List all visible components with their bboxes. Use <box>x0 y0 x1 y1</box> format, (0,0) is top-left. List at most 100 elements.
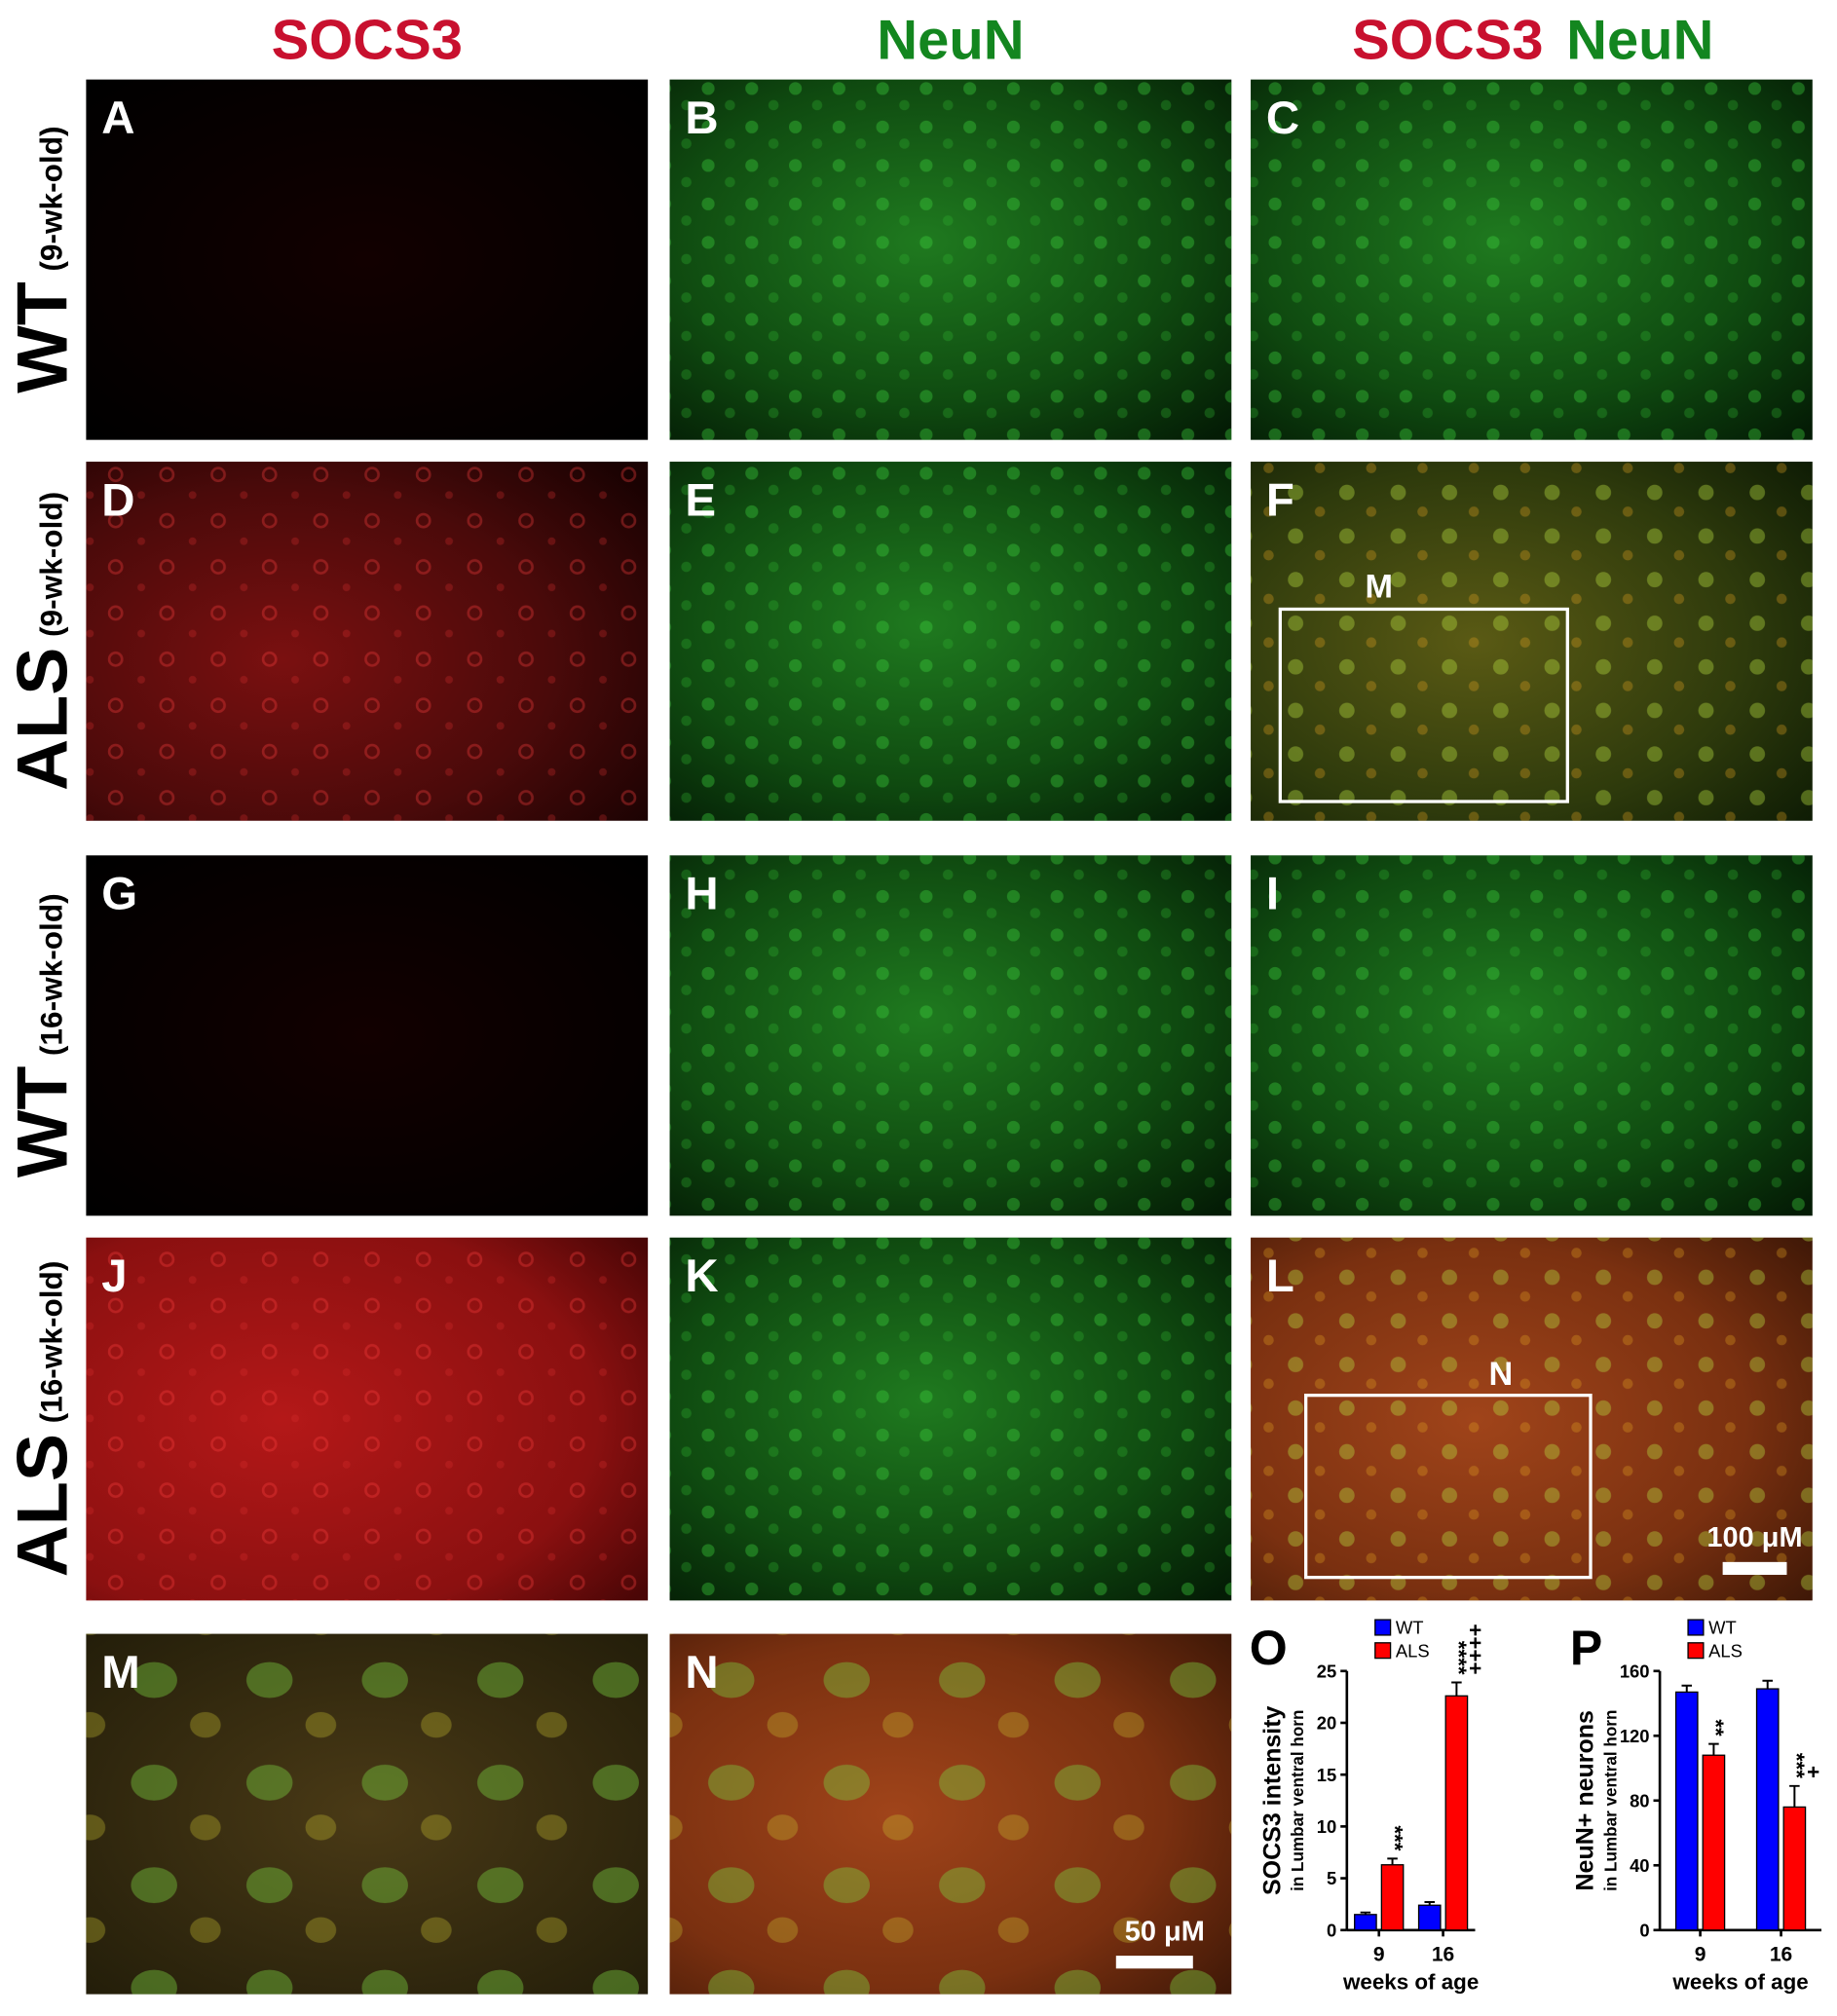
y-axis-title: NeuN+ neurons <box>1572 1710 1599 1890</box>
legend-swatch <box>1374 1642 1392 1660</box>
x-tick-label: 9 <box>1373 1943 1385 1965</box>
micrograph-cells <box>669 462 1232 821</box>
y-tick-label: 160 <box>1620 1661 1650 1681</box>
micrograph-cells <box>669 855 1232 1216</box>
panel-label: B <box>685 93 718 144</box>
panel-label: K <box>685 1251 718 1302</box>
panel-label: H <box>685 869 718 920</box>
micrograph-cells <box>1251 855 1813 1216</box>
micrograph-cells <box>669 1237 1232 1601</box>
x-axis-title: weeks of age <box>1671 1969 1808 1994</box>
y-axis-title: SOCS3 intensity <box>1258 1705 1286 1895</box>
row-sub: (16-wk-old) <box>33 893 68 1056</box>
inset-label: M <box>1365 569 1393 606</box>
y-axis-subtitle: in Lumbar ventral horn <box>1601 1710 1620 1891</box>
chart-panel-label: P <box>1570 1621 1602 1675</box>
inset-box <box>1304 1394 1593 1580</box>
y-tick-label: 5 <box>1327 1868 1336 1888</box>
bar <box>1354 1914 1377 1931</box>
chart-panel-label: O <box>1250 1621 1288 1675</box>
panel-label: L <box>1266 1251 1294 1302</box>
micrograph-cells <box>86 1237 649 1601</box>
y-axis-subtitle: in Lumbar ventral horn <box>1289 1710 1307 1891</box>
x-tick-label: 16 <box>1432 1943 1454 1965</box>
panel-label: C <box>1266 93 1299 144</box>
legend-label: ALS <box>1396 1640 1430 1661</box>
row-label: ALS (9-wk-old) <box>2 492 83 791</box>
y-tick-label: 80 <box>1630 1790 1650 1811</box>
micrograph-cells <box>1251 1237 1813 1601</box>
y-tick-label: 15 <box>1317 1765 1337 1785</box>
error-bar <box>1360 1911 1371 1915</box>
panel-label: I <box>1266 869 1279 920</box>
row-label: ALS (16-wk-old) <box>2 1261 83 1578</box>
legend-label: WT <box>1396 1618 1424 1638</box>
inset-box <box>1278 607 1569 803</box>
row-main: ALS <box>2 1434 83 1577</box>
panel-label: D <box>101 474 134 526</box>
y-tick-label: 40 <box>1630 1855 1650 1876</box>
column-header: SOCS3 NeuN <box>1352 10 1713 72</box>
y-tick-label: 20 <box>1317 1713 1337 1734</box>
row-sub: (9-wk-old) <box>33 492 68 637</box>
panel-label: F <box>1266 474 1294 526</box>
micrograph-cells <box>669 79 1232 440</box>
micrograph-cells <box>86 462 649 821</box>
panel-label: M <box>101 1647 139 1699</box>
bar <box>1702 1754 1726 1931</box>
panel-label: A <box>101 93 134 144</box>
y-tick-label: 120 <box>1620 1726 1650 1746</box>
row-main: WT <box>2 1066 83 1178</box>
error-bar <box>1424 1901 1436 1906</box>
row-sub: (16-wk-old) <box>33 1261 68 1424</box>
scale-bar-label: 50 μM <box>1125 1916 1205 1947</box>
x-axis-title: weeks of age <box>1342 1969 1479 1994</box>
scale-bar <box>1115 1956 1193 1969</box>
bar <box>1674 1691 1699 1931</box>
significance: *** <box>1382 1825 1406 1850</box>
micrograph <box>86 79 649 440</box>
x-tick-label: 16 <box>1770 1943 1792 1965</box>
micrograph <box>86 855 649 1216</box>
column-header: SOCS3 <box>272 10 463 72</box>
micrograph-cells <box>86 1633 649 1995</box>
row-sub: (9-wk-old) <box>33 126 68 271</box>
scale-bar <box>1722 1561 1787 1576</box>
error-bar <box>1789 1784 1800 1808</box>
row-main: WT <box>2 281 83 393</box>
scale-bar-label: 100 μM <box>1706 1522 1802 1553</box>
row-main: ALS <box>2 648 83 791</box>
error-bar <box>1681 1684 1693 1693</box>
bar <box>1755 1688 1780 1931</box>
micrograph-cells <box>669 1633 1232 1995</box>
header-part: NeuN <box>877 10 1024 72</box>
panel-label: E <box>685 474 716 526</box>
significance: *** <box>1784 1753 1809 1778</box>
row-label: WT (9-wk-old) <box>2 126 83 392</box>
significance: ** <box>1704 1719 1728 1736</box>
error-bar <box>1762 1679 1773 1690</box>
significance: **** <box>1446 1641 1471 1675</box>
significance: + <box>1801 1766 1825 1778</box>
y-tick-label: 10 <box>1317 1816 1337 1837</box>
x-tick-label: 9 <box>1695 1943 1706 1965</box>
y-tick-label: 0 <box>1327 1920 1336 1940</box>
header-part: NeuN <box>1566 10 1713 72</box>
panel-label: N <box>685 1647 718 1699</box>
panel-label: G <box>101 869 137 920</box>
significance: ++++ <box>1463 1624 1487 1674</box>
bar <box>1380 1864 1405 1931</box>
panel-label: J <box>101 1251 127 1302</box>
legend-swatch <box>1687 1642 1705 1660</box>
micrograph-cells <box>1251 462 1813 821</box>
bar <box>1782 1806 1807 1931</box>
legend-swatch <box>1687 1619 1705 1636</box>
bar <box>1444 1695 1469 1931</box>
header-part: SOCS3 <box>1352 10 1543 72</box>
y-tick-label: 0 <box>1639 1920 1649 1940</box>
legend-label: WT <box>1708 1618 1737 1638</box>
bar <box>1417 1904 1442 1931</box>
micrograph-cells <box>1251 79 1813 440</box>
error-bar <box>1387 1857 1398 1865</box>
